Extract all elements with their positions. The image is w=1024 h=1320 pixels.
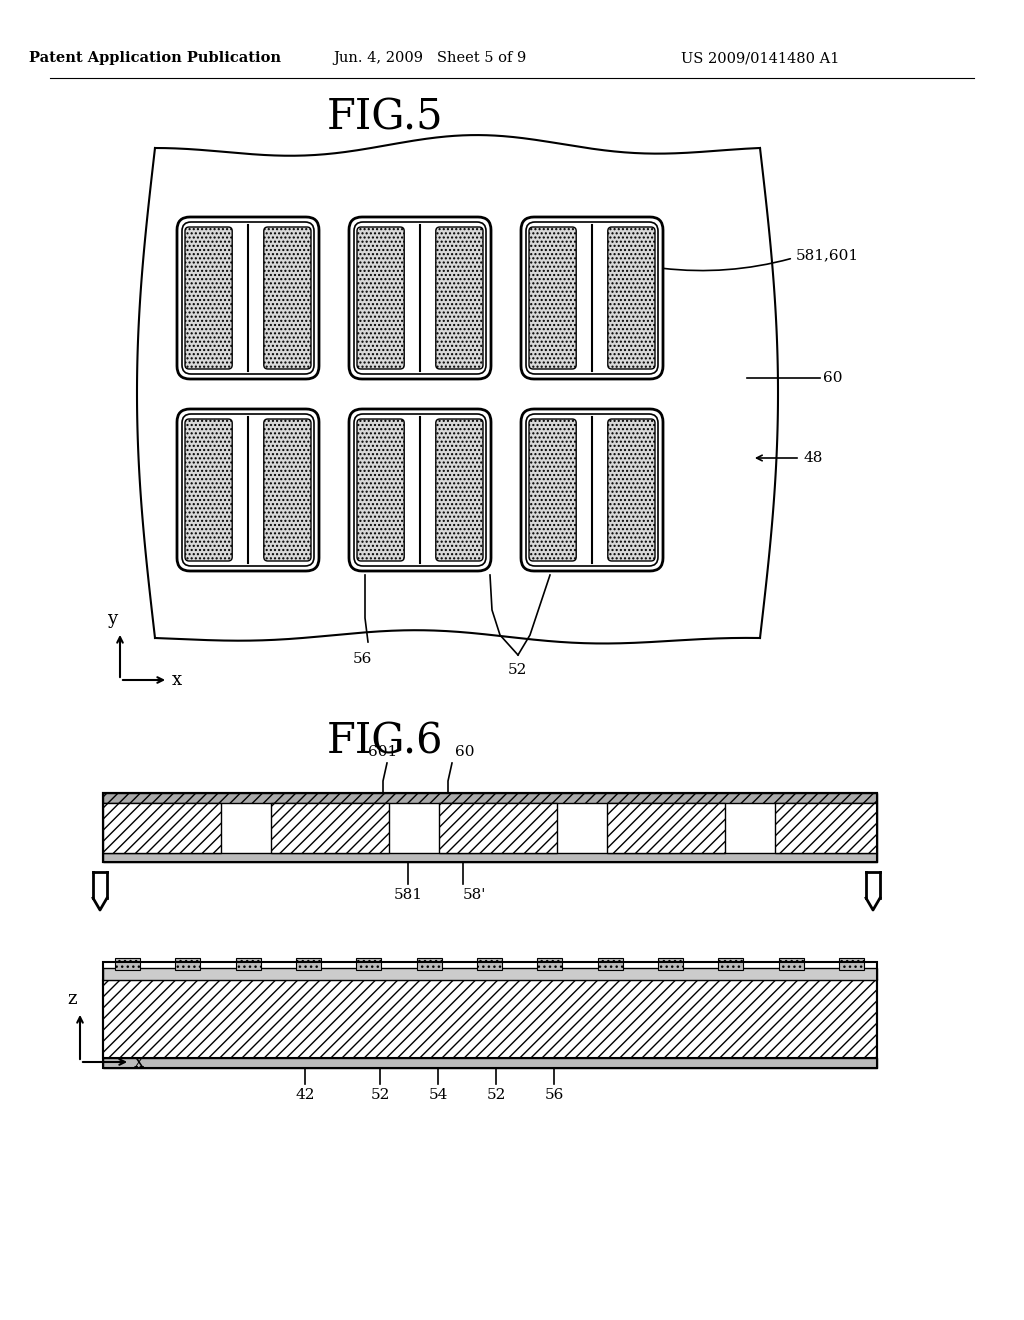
Text: 52: 52 (371, 1088, 390, 1102)
Bar (103, 853, 877, 862)
FancyBboxPatch shape (264, 418, 311, 561)
Bar (271, 803, 389, 853)
FancyBboxPatch shape (357, 418, 404, 561)
Bar (417, 958, 441, 970)
Bar (115, 958, 140, 970)
Bar (103, 962, 877, 1068)
FancyBboxPatch shape (185, 227, 232, 370)
Bar (103, 979, 877, 1059)
FancyBboxPatch shape (608, 227, 655, 370)
FancyBboxPatch shape (608, 418, 655, 561)
FancyBboxPatch shape (185, 418, 232, 561)
Text: x: x (172, 671, 182, 689)
FancyBboxPatch shape (521, 409, 663, 572)
Bar (103, 793, 877, 862)
Text: 56: 56 (545, 1088, 563, 1102)
Text: 52: 52 (486, 1088, 506, 1102)
Bar (296, 958, 321, 970)
FancyBboxPatch shape (182, 222, 314, 374)
Text: 48: 48 (803, 451, 822, 465)
Text: 54: 54 (428, 1088, 447, 1102)
Bar (598, 958, 623, 970)
FancyBboxPatch shape (521, 216, 663, 379)
Text: 601: 601 (369, 744, 397, 759)
FancyBboxPatch shape (182, 414, 314, 566)
Bar (477, 958, 502, 970)
FancyBboxPatch shape (354, 414, 486, 566)
Bar (839, 958, 864, 970)
FancyBboxPatch shape (264, 227, 311, 370)
FancyBboxPatch shape (529, 227, 577, 370)
FancyBboxPatch shape (526, 222, 658, 374)
Text: 42: 42 (295, 1088, 314, 1102)
FancyBboxPatch shape (357, 227, 404, 370)
Bar (103, 968, 877, 979)
Bar (356, 958, 381, 970)
Text: y: y (106, 610, 117, 628)
Text: 56: 56 (352, 652, 372, 667)
Bar (103, 803, 221, 853)
Text: 581,601: 581,601 (796, 248, 859, 261)
FancyBboxPatch shape (354, 222, 486, 374)
Text: 52: 52 (507, 663, 526, 677)
Text: Patent Application Publication: Patent Application Publication (29, 51, 281, 65)
Bar (775, 803, 877, 853)
Text: z: z (68, 990, 77, 1008)
Bar (538, 958, 562, 970)
Text: FIG.6: FIG.6 (327, 721, 443, 763)
FancyBboxPatch shape (436, 418, 483, 561)
FancyBboxPatch shape (349, 216, 490, 379)
FancyBboxPatch shape (349, 409, 490, 572)
Text: 60: 60 (455, 744, 474, 759)
FancyBboxPatch shape (177, 409, 319, 572)
Text: 60: 60 (823, 371, 843, 385)
Bar (236, 958, 261, 970)
FancyBboxPatch shape (436, 227, 483, 370)
Text: FIG.5: FIG.5 (327, 96, 443, 139)
Bar (718, 958, 743, 970)
FancyBboxPatch shape (177, 216, 319, 379)
Text: 581: 581 (393, 888, 423, 902)
Bar (175, 958, 201, 970)
Bar (658, 958, 683, 970)
Bar (607, 803, 725, 853)
FancyBboxPatch shape (526, 414, 658, 566)
Text: 58': 58' (463, 888, 486, 902)
Bar (778, 958, 804, 970)
FancyBboxPatch shape (529, 418, 577, 561)
Bar (103, 793, 877, 803)
Bar (103, 1059, 877, 1068)
Text: x: x (134, 1053, 144, 1071)
Bar (103, 793, 877, 862)
Text: Jun. 4, 2009   Sheet 5 of 9: Jun. 4, 2009 Sheet 5 of 9 (334, 51, 526, 65)
Text: US 2009/0141480 A1: US 2009/0141480 A1 (681, 51, 840, 65)
Bar (439, 803, 557, 853)
